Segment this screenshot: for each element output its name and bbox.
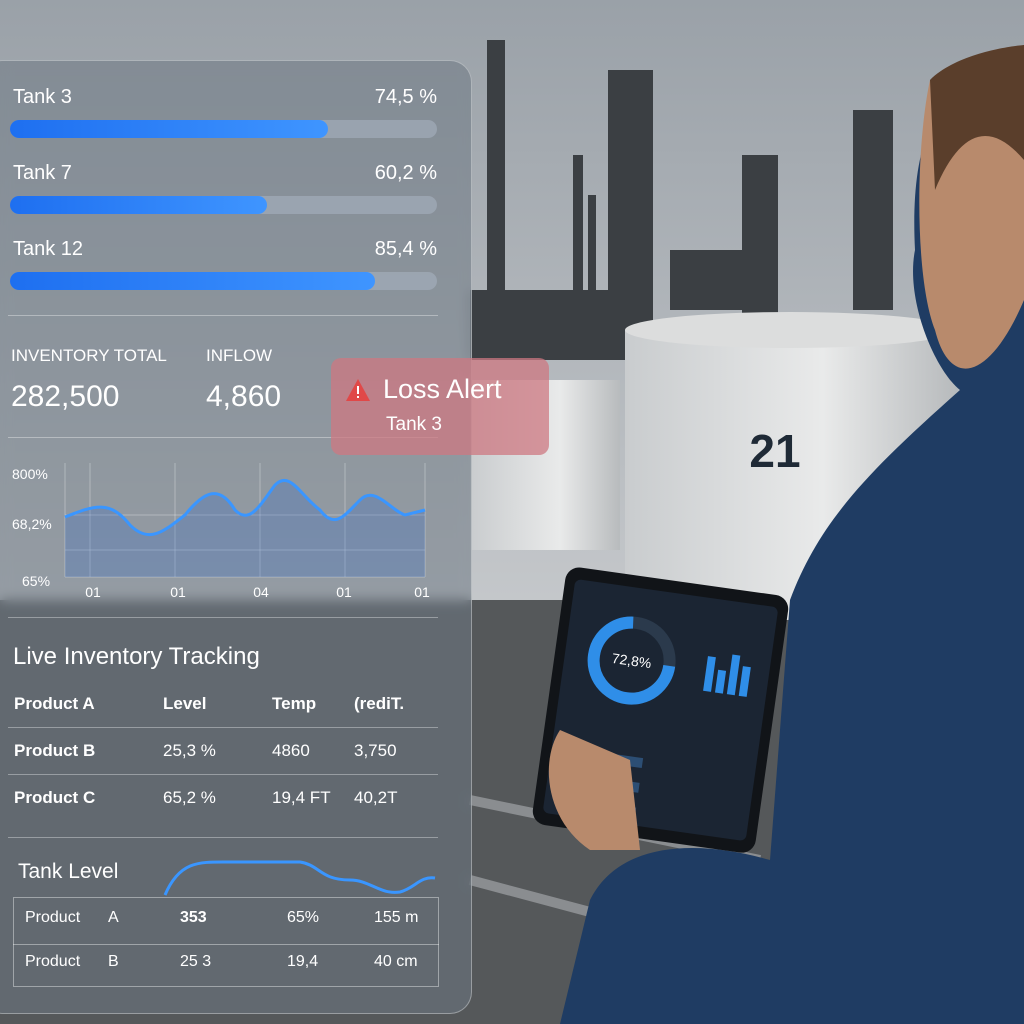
- table-cell: 65%: [287, 909, 320, 926]
- table-header: Product A: [14, 694, 95, 713]
- tank-level-line: [163, 860, 436, 896]
- divider: [8, 837, 438, 838]
- alert-subtitle: Tank 3: [386, 414, 442, 435]
- alert-title: Loss Alert: [383, 374, 502, 404]
- tank-label: 74,5 %: [374, 86, 437, 108]
- table-cell: 3,750: [354, 741, 397, 760]
- table-header: Level: [163, 694, 207, 713]
- warning-icon: [346, 379, 370, 401]
- section-title: Live Inventory Tracking: [13, 643, 260, 670]
- x-label: 01: [170, 584, 186, 600]
- table-cell: 25 3: [180, 953, 212, 970]
- loss-alert[interactable]: Loss Alert Tank 3: [331, 358, 549, 455]
- stat-value: 282,500: [11, 380, 120, 413]
- table-cell: Product C: [14, 788, 96, 807]
- stat-label: INFLOW: [206, 346, 273, 365]
- tank-track: [10, 272, 437, 290]
- x-label: 01: [336, 584, 352, 600]
- divider: [8, 617, 438, 618]
- y-label: 65%: [22, 573, 51, 589]
- divider: [8, 437, 438, 438]
- table-cell: Product: [25, 909, 81, 926]
- x-label: 01: [85, 584, 101, 600]
- tank-bar: [10, 272, 375, 290]
- table-cell: 155 m: [374, 909, 419, 926]
- table-cell: 4860: [272, 741, 310, 760]
- dashboard-panel: [0, 60, 472, 1014]
- table-cell: 19,4: [287, 953, 319, 970]
- tank-name: Tank 3: [13, 86, 72, 108]
- tank-track: [10, 120, 437, 138]
- table-cell: B: [108, 953, 119, 970]
- y-label: 800%: [12, 466, 48, 482]
- x-label: 04: [253, 584, 269, 600]
- tank-name: Tank 12: [13, 238, 84, 260]
- tank-track: [10, 196, 437, 214]
- stat-label: INVENTORY TOTAL: [11, 346, 167, 365]
- tank-bar: [10, 196, 268, 214]
- table-cell: 40,2T: [354, 788, 398, 807]
- table-header: Temp: [272, 694, 317, 713]
- mini-chart: [64, 463, 426, 578]
- table-cell: 353: [180, 909, 207, 926]
- row-divider: [13, 944, 439, 945]
- tank-level-table: [13, 897, 439, 987]
- table-cell: 40 cm: [374, 953, 418, 970]
- divider: [8, 315, 438, 316]
- tablet-donut-label: 72,8%: [611, 650, 653, 671]
- tank-label: 85,4 %: [374, 238, 437, 260]
- y-label: 68,2%: [12, 516, 52, 532]
- table-cell: Product B: [14, 741, 96, 760]
- tank-label: 60,2 %: [374, 162, 437, 184]
- table-cell: Product: [25, 953, 81, 970]
- table-cell: 19,4 FT: [272, 788, 331, 807]
- table-header: (rediT.: [354, 694, 405, 713]
- table-cell: 65,2 %: [163, 788, 216, 807]
- row-divider: [8, 727, 438, 728]
- stat-value: 4,860: [206, 380, 282, 413]
- x-label: 01: [414, 584, 430, 600]
- tank-name: Tank 7: [13, 162, 72, 184]
- tank-bar: [10, 120, 329, 138]
- row-divider: [8, 774, 438, 775]
- table-cell: A: [108, 909, 119, 926]
- tank-number: 21: [749, 425, 800, 477]
- section-title: Tank Level: [18, 860, 119, 883]
- table-cell: 25,3 %: [163, 741, 216, 760]
